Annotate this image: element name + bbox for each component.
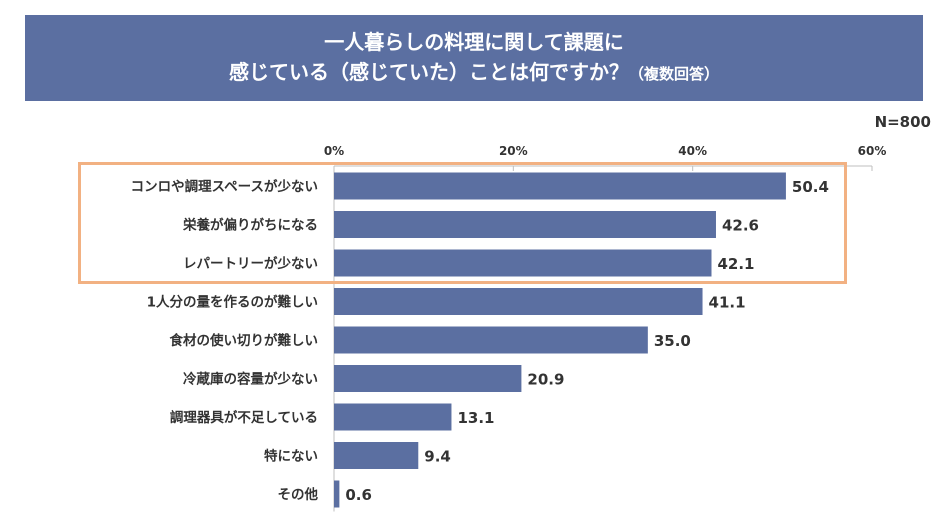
value-label: 9.4 bbox=[424, 448, 451, 466]
category-label: 1人分の量を作るのが難しい bbox=[147, 294, 318, 311]
x-tick-label: 40% bbox=[678, 144, 707, 158]
chart-title-note: （複数回答） bbox=[628, 65, 719, 83]
value-label: 41.1 bbox=[709, 294, 746, 312]
category-label: コンロや調理スペースが少ない bbox=[131, 178, 318, 195]
value-label: 35.0 bbox=[654, 332, 691, 350]
bar bbox=[334, 403, 452, 431]
category-label: 冷蔵庫の容量が少ない bbox=[183, 371, 318, 388]
bar bbox=[334, 442, 419, 469]
chart-title-line2-main: 感じている（感じていた）ことは何ですか？ bbox=[228, 60, 629, 84]
x-tick-label: 60% bbox=[858, 144, 887, 158]
bar bbox=[334, 172, 786, 200]
category-label: 特にない bbox=[264, 448, 318, 465]
category-label: その他 bbox=[278, 486, 319, 503]
bar bbox=[334, 211, 716, 238]
category-label: 食材の使い切りが難しい bbox=[170, 332, 319, 349]
chart-title-line2: 感じている（感じていた）ことは何ですか？（複数回答） bbox=[25, 57, 923, 89]
bar bbox=[334, 365, 522, 392]
sample-size-label: N=800 bbox=[874, 113, 931, 131]
bar bbox=[334, 249, 712, 277]
category-label: 調理器具が不足している bbox=[170, 409, 318, 426]
chart-title-line1: 一人暮らしの料理に関して課題に bbox=[324, 30, 624, 54]
category-label: 栄養が偏りがちになる bbox=[182, 217, 318, 234]
bar bbox=[334, 326, 648, 354]
value-label: 42.1 bbox=[717, 255, 754, 273]
bar bbox=[334, 288, 703, 315]
x-tick-label: 20% bbox=[499, 144, 528, 158]
bar bbox=[334, 480, 340, 508]
value-label: 13.1 bbox=[457, 409, 494, 427]
value-label: 20.9 bbox=[527, 371, 564, 389]
x-tick-label: 0% bbox=[324, 144, 344, 158]
highlight-box bbox=[78, 162, 847, 284]
value-label: 42.6 bbox=[722, 217, 759, 235]
category-label: レパートリーが少ない bbox=[183, 255, 318, 272]
value-label: 50.4 bbox=[792, 178, 829, 196]
value-label: 0.6 bbox=[345, 486, 372, 504]
chart-title-banner: 一人暮らしの料理に関して課題に 感じている（感じていた）ことは何ですか？（複数回… bbox=[25, 15, 923, 101]
